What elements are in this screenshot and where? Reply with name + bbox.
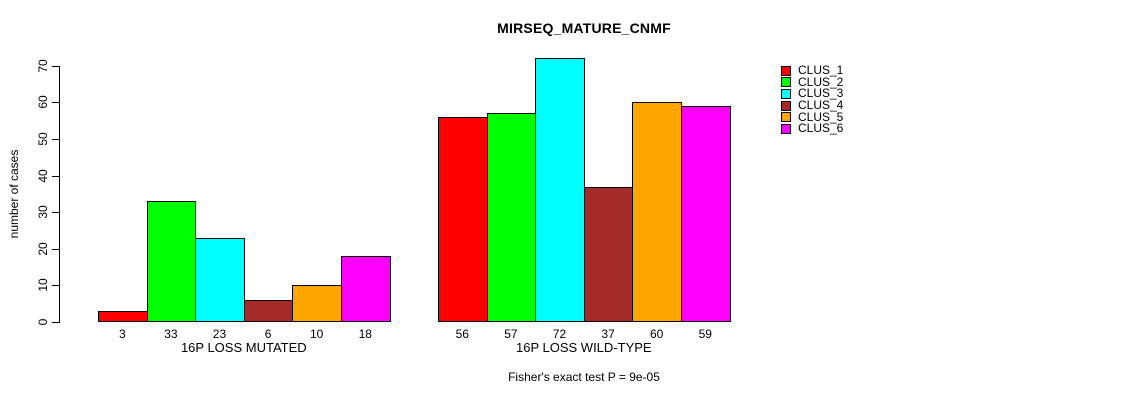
y-axis-tick-label: 40: [36, 168, 50, 183]
legend-label: CLUS_5: [798, 109, 844, 124]
bar-value-label: 56: [455, 327, 469, 341]
bar-value-label: 3: [118, 327, 126, 341]
y-axis-tick-label: 70: [36, 59, 50, 73]
legend-swatch-clus_5: [781, 112, 791, 123]
y-axis-line: [59, 65, 60, 323]
bar-value-label: 23: [212, 327, 227, 341]
bar-clus_1-group2: [438, 116, 488, 322]
legend-item-clus_5: CLUS_5: [781, 111, 843, 123]
legend-item-clus_3: CLUS_3: [781, 86, 844, 101]
bar-clus_3-group2: [535, 58, 585, 322]
legend-item-clus_6: CLUS_6: [781, 121, 844, 136]
y-axis-tick: [52, 175, 59, 177]
bar-clus_3-group1: [195, 237, 245, 322]
legend-item-clus_4: CLUS_4: [781, 98, 844, 113]
bar-clus_1-group1: [98, 311, 148, 322]
y-axis-tick-label: 0: [36, 318, 50, 326]
legend-swatch-clus_3: [781, 88, 791, 99]
y-axis-tick: [52, 322, 59, 323]
bar-clus_4-group1: [243, 300, 294, 322]
legend-item-clus_2: CLUS_2: [781, 74, 844, 89]
legend-label: CLUS_4: [798, 98, 844, 113]
bar-value-label: 72: [552, 327, 567, 341]
y-axis-tick-label: 60: [36, 95, 50, 109]
bar-clus_5-group2: [632, 102, 682, 322]
legend-swatch-clus_6: [781, 123, 791, 134]
legend-swatch-clus_2: [781, 77, 791, 88]
y-axis-tick: [52, 248, 59, 250]
bar-value-label: 6: [264, 327, 272, 341]
y-axis-label: number of cases: [7, 149, 21, 239]
bar-value-label: 37: [601, 327, 615, 341]
bar-value-label: 33: [164, 327, 178, 341]
bar-value-label: 60: [650, 327, 664, 341]
chart-title: MIRSEQ_MATURE_CNMF: [497, 20, 671, 36]
bar-value-label: 18: [358, 327, 372, 341]
bar-clus_2-group1: [146, 201, 197, 322]
y-axis-tick: [52, 102, 59, 104]
legend-swatch-clus_4: [781, 100, 791, 111]
legend-label: CLUS_6: [798, 121, 844, 136]
legend-label: CLUS_3: [798, 86, 844, 101]
bar-value-label: 57: [504, 327, 518, 341]
annotation-fisher-test: Fisher's exact test P = 9e-05: [508, 370, 660, 384]
legend-label: CLUS_2: [798, 74, 844, 89]
y-axis-tick: [52, 138, 59, 140]
bar-clus_6-group1: [341, 256, 391, 322]
legend-swatch-clus_1: [781, 65, 791, 76]
y-axis-tick: [52, 65, 59, 67]
legend-item-clus_1: CLUS_1: [781, 63, 844, 78]
y-axis-tick: [52, 212, 59, 214]
y-axis-tick-label: 30: [36, 205, 50, 219]
legend-label: CLUS_1: [798, 63, 844, 78]
bar-clus_6-group2: [681, 105, 731, 322]
legend: CLUS_1 CLUS_2 CLUS_3 CLUS_4 CLUS_5 CLUS_6: [781, 63, 844, 136]
bar-clus_4-group2: [583, 186, 634, 322]
bar-value-label: 59: [698, 327, 712, 341]
group-label-1: 16P LOSS MUTATED: [180, 340, 307, 355]
bar-clus_5-group1: [292, 285, 342, 322]
y-axis-tick-label: 50: [36, 132, 50, 146]
group-label-2: 16P LOSS WILD-TYPE: [516, 340, 652, 355]
y-axis-tick-label: 20: [36, 242, 50, 256]
bar-value-label: 10: [310, 327, 324, 341]
bar-clus_2-group2: [486, 113, 537, 322]
y-axis-tick-label: 10: [36, 278, 50, 293]
y-axis-tick: [52, 285, 59, 287]
